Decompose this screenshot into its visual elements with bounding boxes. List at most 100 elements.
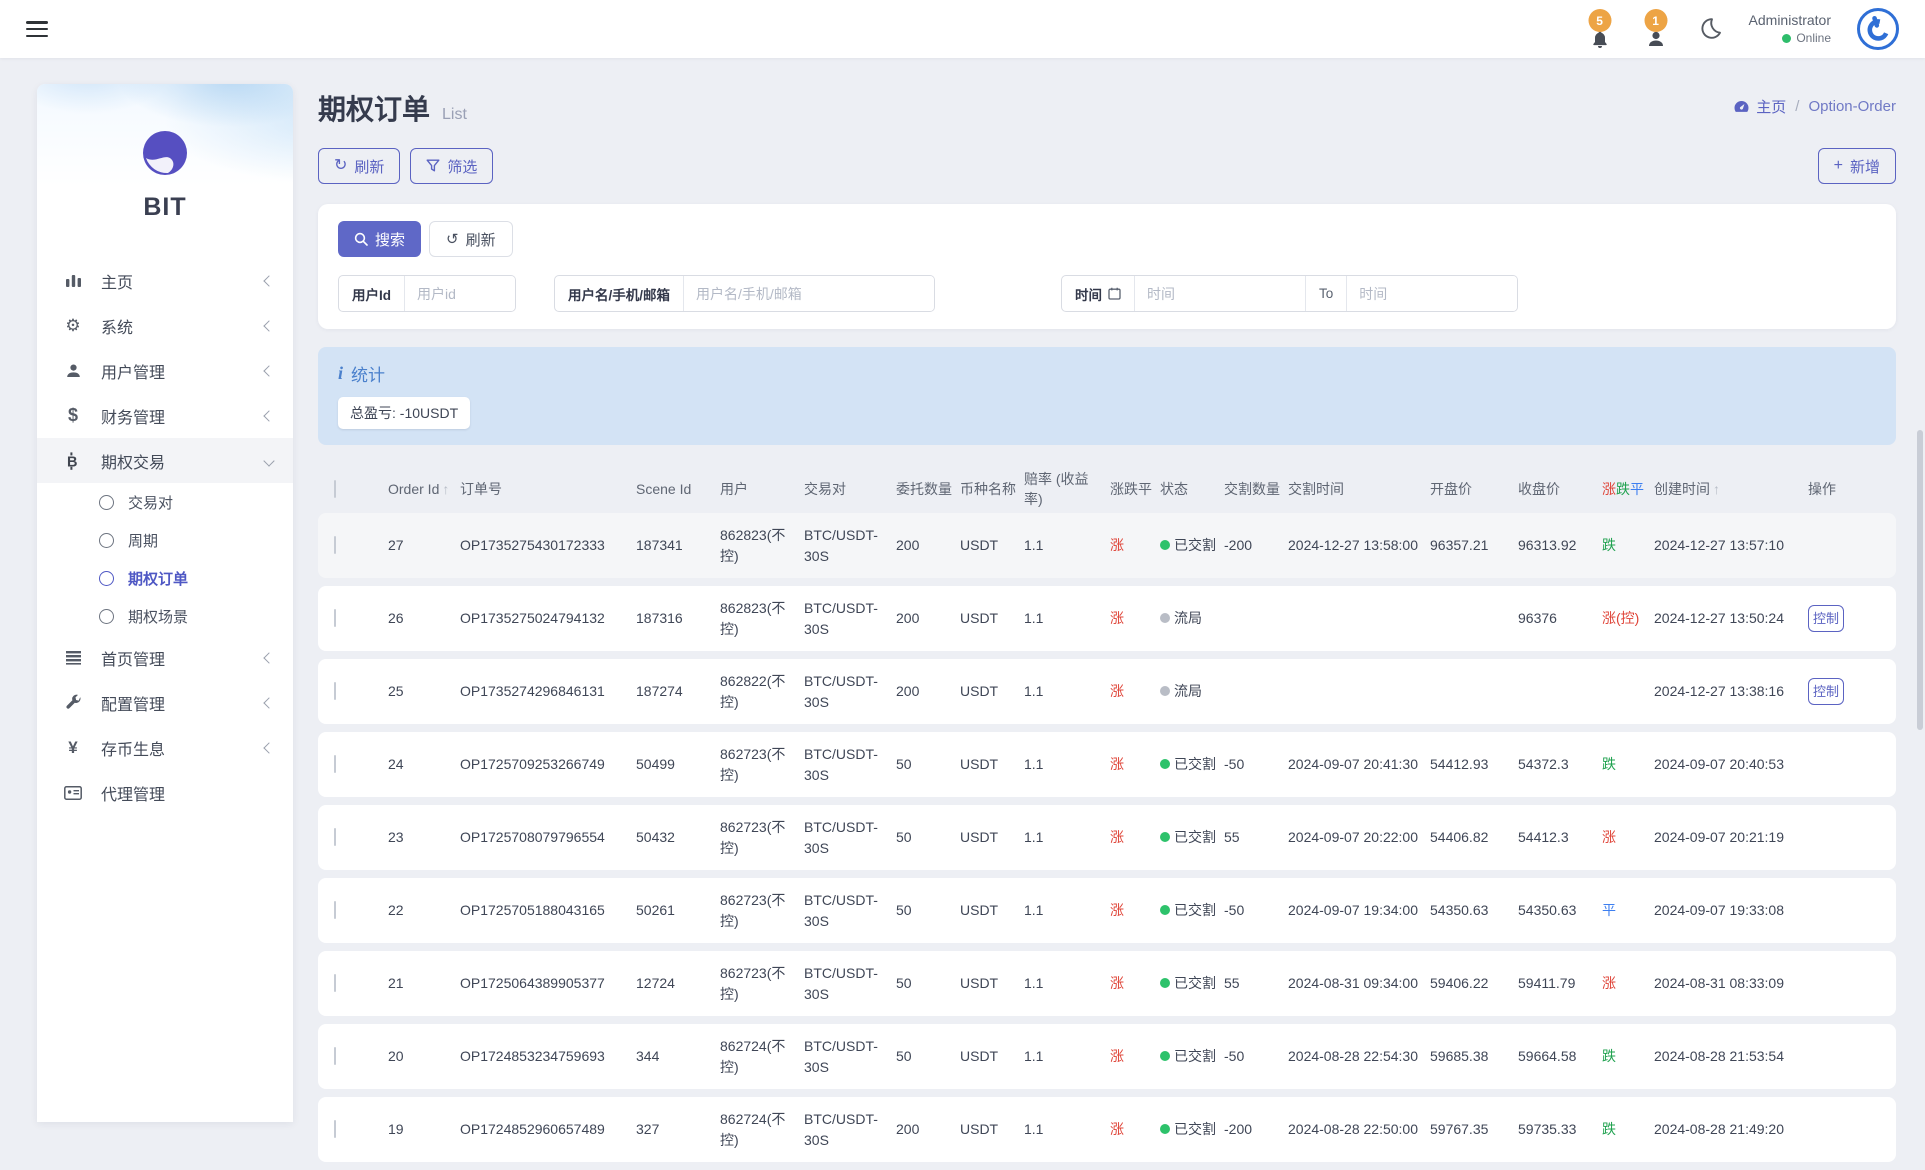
chevron-left-icon	[263, 319, 275, 332]
created-time: 2024-09-07 20:40:53	[1654, 756, 1784, 773]
calendar-icon	[1108, 287, 1121, 300]
user-name-input[interactable]	[684, 276, 935, 311]
orders-table: Order Id ↑ 订单号 Scene Id 用户 交易对 委托数量 币种名称 …	[318, 461, 1896, 1162]
sidebar-subitem-label: 期权订单	[128, 570, 189, 588]
brand[interactable]: BIT	[37, 84, 293, 222]
close-price: 59411.79	[1518, 975, 1576, 992]
table-row: 25 OP1735274296846131 187274 862822(不控) …	[318, 659, 1896, 724]
filter-button-label: 筛选	[447, 158, 478, 176]
row-checkbox[interactable]	[334, 536, 336, 555]
sidebar-item-system[interactable]: ⚙ 系统	[37, 303, 293, 348]
close-price: 96376	[1518, 610, 1557, 627]
bitcoin-icon: B	[61, 451, 85, 470]
status-dot	[1160, 759, 1170, 770]
radio-icon	[99, 570, 114, 586]
sidebar-item-label: 配置管理	[101, 696, 166, 714]
row-checkbox[interactable]	[334, 755, 336, 774]
coin: USDT	[960, 683, 999, 700]
gear-icon: ⚙	[65, 315, 81, 335]
notifications-bell[interactable]: 5	[1585, 9, 1615, 49]
trading-pair: BTC/USDT-30S	[804, 1038, 878, 1075]
col-settle-amount: 交割数量	[1224, 480, 1280, 497]
sidebar-subitem-option-scene[interactable]: 期权场景	[37, 597, 293, 635]
refresh-button[interactable]: ↻ 刷新	[318, 148, 401, 184]
search-panel: 搜索 ↺ 刷新 用户Id 用户名/手机/邮箱 时间 To	[318, 204, 1896, 329]
close-price: 59735.33	[1518, 1121, 1577, 1138]
avatar[interactable]	[1857, 8, 1899, 50]
control-button[interactable]: 控制	[1808, 604, 1844, 633]
chart-bars-icon	[61, 273, 85, 289]
breadcrumb-home[interactable]: 主页	[1733, 96, 1786, 117]
user-id-input[interactable]	[405, 276, 515, 311]
trading-pair: BTC/USDT-30S	[804, 965, 878, 1002]
coin: USDT	[960, 1048, 999, 1065]
dollar-icon: $	[67, 405, 78, 425]
breadcrumb-separator: /	[1795, 98, 1800, 115]
user: 862723(不控)	[720, 746, 786, 783]
order-id: 19	[388, 1121, 404, 1138]
reset-button[interactable]: ↺ 刷新	[429, 221, 513, 257]
col-order-id[interactable]: Order Id ↑	[388, 480, 450, 497]
scrollbar-thumb[interactable]	[1917, 430, 1923, 730]
filter-user-name: 用户名/手机/邮箱	[554, 275, 936, 312]
sidebar-subitem-pairs[interactable]: 交易对	[37, 483, 293, 521]
breadcrumb-current: Option-Order	[1808, 98, 1896, 115]
row-checkbox[interactable]	[334, 609, 336, 628]
settle-amount: -200	[1224, 1121, 1253, 1138]
user-notifications[interactable]: 1	[1641, 9, 1671, 49]
odds: 1.1	[1024, 1048, 1044, 1065]
order-no: OP1724852960657489	[460, 1121, 605, 1138]
row-checkbox[interactable]	[334, 974, 336, 993]
add-button[interactable]: + 新增	[1817, 148, 1896, 184]
filter-button[interactable]: 筛选	[410, 148, 494, 184]
col-user: 用户	[720, 480, 748, 497]
time-from-input[interactable]	[1135, 276, 1306, 311]
sidebar-item-home[interactable]: 主页	[37, 258, 293, 303]
direction: 涨	[1110, 1121, 1124, 1138]
user: 862723(不控)	[720, 892, 786, 929]
table-row: 26 OP1735275024794132 187316 862823(不控) …	[318, 586, 1896, 651]
sidebar-item-option-trading[interactable]: B 期权交易	[37, 438, 293, 483]
sidebar-item-agent-management[interactable]: 代理管理	[37, 770, 293, 815]
row-checkbox[interactable]	[334, 901, 336, 920]
row-checkbox[interactable]	[334, 828, 336, 847]
dark-mode-icon[interactable]	[1697, 16, 1723, 42]
sidebar-subitem-option-orders[interactable]: 期权订单	[37, 559, 293, 597]
time-to-separator: To	[1305, 276, 1348, 311]
amount: 200	[896, 610, 920, 627]
search-button[interactable]: 搜索	[338, 221, 422, 257]
amount: 50	[896, 1048, 912, 1065]
amount: 200	[896, 537, 920, 554]
sidebar-item-config[interactable]: 配置管理	[37, 680, 293, 725]
settle-time: 2024-09-07 20:41:30	[1288, 756, 1418, 773]
status-dot	[1160, 540, 1170, 551]
id-card-icon	[61, 785, 85, 800]
user: 862723(不控)	[720, 965, 786, 1002]
amount: 50	[896, 829, 912, 846]
sidebar-item-deposit-interest[interactable]: ¥ 存币生息	[37, 725, 293, 770]
user: 862822(不控)	[720, 673, 786, 710]
sidebar-item-user-management[interactable]: 用户管理	[37, 348, 293, 393]
sidebar-subitem-label: 交易对	[128, 494, 174, 512]
sidebar-subitem-period[interactable]: 周期	[37, 521, 293, 559]
control-button[interactable]: 控制	[1808, 677, 1844, 706]
trading-pair: BTC/USDT-30S	[804, 746, 878, 783]
time-to-input[interactable]	[1347, 276, 1518, 311]
user-name: Administrator	[1748, 12, 1831, 29]
status: 已交割	[1160, 827, 1218, 847]
result: 跌	[1602, 1121, 1616, 1138]
table-body: 27 OP1735275430172333 187341 862823(不控) …	[318, 513, 1896, 1162]
wrench-icon	[61, 694, 85, 711]
col-created[interactable]: 创建时间 ↑	[1654, 480, 1720, 497]
settle-time: 2024-08-28 22:54:30	[1288, 1048, 1418, 1065]
select-all-checkbox[interactable]	[334, 479, 336, 498]
sidebar-item-label: 主页	[101, 274, 134, 292]
menu-toggle-icon[interactable]	[26, 21, 48, 37]
sidebar-item-finance[interactable]: $ 财务管理	[37, 393, 293, 438]
user: 862823(不控)	[720, 527, 786, 564]
row-checkbox[interactable]	[334, 682, 336, 701]
row-checkbox[interactable]	[334, 1047, 336, 1066]
row-checkbox[interactable]	[334, 1120, 336, 1139]
order-id: 20	[388, 1048, 404, 1065]
sidebar-item-homepage-management[interactable]: 首页管理	[37, 635, 293, 680]
